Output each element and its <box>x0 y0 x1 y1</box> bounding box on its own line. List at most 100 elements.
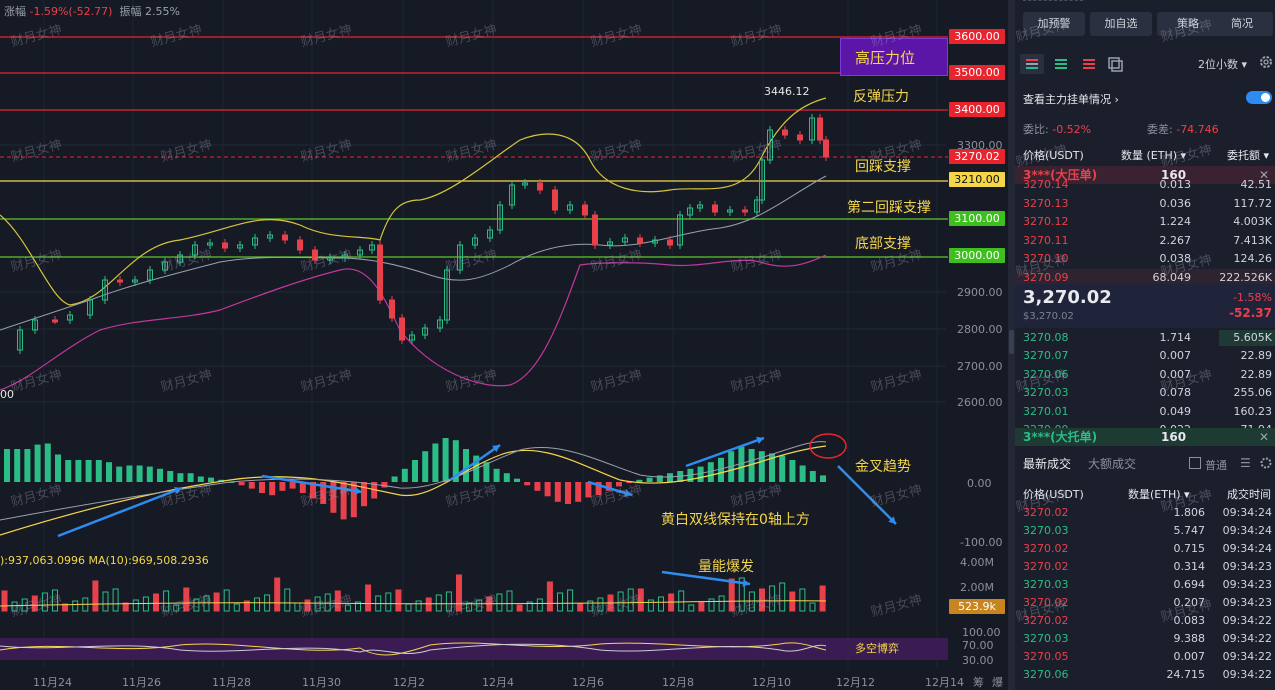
trade-time: 09:34:22 <box>1222 668 1272 681</box>
trade-time: 09:34:24 <box>1222 524 1272 537</box>
volume-bar <box>577 603 584 612</box>
candle-body <box>422 327 428 336</box>
volume-bar <box>31 595 38 612</box>
decimal-select[interactable]: 2位小数 ▾ <box>1198 58 1248 71</box>
close-icon[interactable]: ✕ <box>1258 168 1269 182</box>
macd-bar <box>75 460 82 482</box>
trend-arrow-head <box>354 487 362 495</box>
volume-bar <box>173 604 180 612</box>
bid-row[interactable]: 3270.03 0.078 255.06 <box>1015 384 1275 402</box>
last-price-usd: $3,270.02 <box>1023 311 1074 322</box>
layout-compact-icon[interactable] <box>1105 54 1125 74</box>
candle-body <box>377 244 383 301</box>
bid-row[interactable]: 3270.08 1.714 5.605K <box>1015 329 1275 347</box>
trade-price: 3270.06 <box>1023 668 1069 681</box>
header-qty[interactable]: 数量 (ETH) ▾ <box>1121 149 1187 162</box>
ask-row[interactable]: 3270.10 0.038 124.26 <box>1015 250 1275 268</box>
tab-large-trades[interactable]: 大额成交 <box>1088 457 1137 471</box>
layout-bids-icon[interactable] <box>1051 54 1071 74</box>
macd-bar <box>401 468 408 482</box>
ask-amount: 124.26 <box>1233 252 1273 265</box>
big-sell-order-row[interactable]: 3***(大压单) 160 ✕ <box>1015 166 1275 184</box>
macd-bar <box>534 482 541 491</box>
macd-bar <box>585 482 592 498</box>
panel-splitter[interactable] <box>1008 0 1015 690</box>
add-alert-button[interactable]: 加预警 <box>1023 12 1085 36</box>
settings-gear-icon[interactable] <box>1258 54 1274 70</box>
filter-icon[interactable]: ☰ <box>1240 456 1251 470</box>
volume-bar <box>708 598 715 612</box>
ask-row[interactable]: 3270.13 0.036 117.72 <box>1015 195 1275 213</box>
date-extra-label[interactable]: 爆 <box>992 676 1003 689</box>
ask-amount: 42.51 <box>1240 178 1273 191</box>
volume-bar <box>698 601 705 612</box>
layout-asks-icon[interactable] <box>1079 54 1099 74</box>
trade-row: 3270.03 5.747 09:34:24 <box>1015 522 1275 540</box>
strategy-button[interactable]: 策略 <box>1157 12 1219 36</box>
candle-body <box>782 129 788 136</box>
macd-bar <box>656 475 663 482</box>
ask-row[interactable]: 3270.12 1.224 4.003K <box>1015 213 1275 231</box>
volume-bar <box>597 597 604 612</box>
main-order-toggle-label[interactable]: 查看主力挂单情况 › <box>1023 93 1119 106</box>
candle-body <box>667 239 673 246</box>
trade-row: 3270.05 0.007 09:34:22 <box>1015 648 1275 666</box>
volume-bar <box>536 598 543 612</box>
diff-label: 委差: -74.746 <box>1147 123 1219 136</box>
macd-dea-line <box>0 441 827 521</box>
macd-bar <box>279 482 286 491</box>
annotation-second-pullback-support: 第二回踩支撑 <box>847 200 931 216</box>
candle-body <box>147 269 153 281</box>
chart-area[interactable]: 涨幅 -1.59%(-52.77) 振幅 2.55% 高压力位 反弹压力 回踩支… <box>0 0 1008 690</box>
candlestick-chart[interactable] <box>0 0 1008 690</box>
ask-price: 3270.09 <box>1023 270 1069 284</box>
volume-bar <box>153 593 159 612</box>
normal-checkbox[interactable] <box>1189 457 1201 469</box>
candle-body <box>132 279 138 283</box>
bid-price: 3270.03 <box>1023 386 1069 400</box>
volume-bar <box>405 603 412 612</box>
candle-body <box>652 239 658 244</box>
main-order-toggle[interactable] <box>1246 91 1272 104</box>
vol-axis-2m: 2.00M <box>960 581 994 594</box>
candle-body <box>687 207 693 216</box>
trade-row: 3270.02 0.083 09:34:22 <box>1015 612 1275 630</box>
annotation-dual-line: 黄白双线保持在0轴上方 <box>661 512 810 528</box>
header-amount[interactable]: 委托额 ▾ <box>1227 149 1270 162</box>
bid-row[interactable]: 3270.01 0.049 160.23 <box>1015 403 1275 421</box>
trend-arrow <box>57 486 183 538</box>
volume-bar <box>163 590 170 612</box>
bid-amount: 22.89 <box>1240 367 1273 381</box>
left-edge-price: 00 <box>0 388 14 401</box>
macd-bar <box>259 482 265 493</box>
ask-row[interactable]: 3270.09 68.049 222.526K <box>1015 268 1275 287</box>
big-buy-order-row[interactable]: 3***(大托单) 160 ✕ <box>1015 428 1275 446</box>
settings-gear-icon[interactable] <box>1259 455 1273 469</box>
annotation-volume-burst: 量能爆发 <box>698 559 754 575</box>
volume-bar <box>819 585 826 612</box>
add-watchlist-button[interactable]: 加自选 <box>1090 12 1152 36</box>
close-icon[interactable]: ✕ <box>1258 430 1269 444</box>
trade-header-qty[interactable]: 数量(ETH) ▾ <box>1128 488 1190 501</box>
layout-both-icon[interactable] <box>1020 54 1044 74</box>
macd-axis-neg100: -100.00 <box>960 536 1003 549</box>
tab-latest-trades[interactable]: 最新成交 <box>1023 457 1072 471</box>
splitter-grip[interactable] <box>1009 330 1014 354</box>
volume-bar <box>738 577 745 612</box>
bid-row[interactable]: 3270.06 0.007 22.89 <box>1015 366 1275 384</box>
volume-bar <box>567 589 574 612</box>
date-extra-label[interactable]: 筹 <box>973 676 984 689</box>
overview-button[interactable]: 简况 <box>1211 12 1273 36</box>
candle-body <box>192 244 198 256</box>
bid-row[interactable]: 3270.07 0.007 22.89 <box>1015 347 1275 365</box>
trend-arrow <box>449 443 501 482</box>
macd-bar <box>371 482 378 499</box>
candle-body <box>592 214 598 246</box>
trade-qty: 0.314 <box>1173 560 1206 573</box>
ask-row[interactable]: 3270.14 0.013 42.51 <box>1015 176 1275 194</box>
volume-bar <box>112 588 119 612</box>
macd-bar <box>483 462 490 482</box>
macd-bar <box>554 482 561 502</box>
ask-row[interactable]: 3270.11 2.267 7.413K <box>1015 232 1275 250</box>
candle-body <box>17 329 23 351</box>
